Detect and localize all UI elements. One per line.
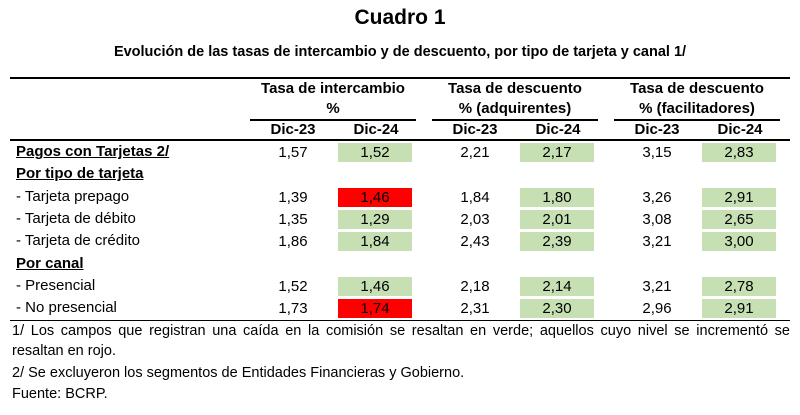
group-header-line2: % (facilitadores) bbox=[639, 100, 755, 117]
section-label: Por tipo de tarjeta bbox=[16, 165, 144, 182]
group-header-line2: % (adquirentes) bbox=[458, 100, 572, 117]
col-header-facilitadores-dic24: Dic-24 bbox=[717, 121, 763, 138]
table-cell: 2,21 bbox=[460, 144, 490, 161]
group-header-line2: % bbox=[326, 100, 340, 117]
table-cell: 3,08 bbox=[642, 211, 672, 228]
table-cell: 2,39 bbox=[520, 232, 594, 251]
table-cell: 1,35 bbox=[278, 211, 308, 228]
table-cell: 1,86 bbox=[278, 233, 308, 250]
group-header-adquirentes: Tasa de descuento % (adquirentes) bbox=[432, 79, 598, 119]
group-underline bbox=[614, 119, 780, 121]
table-cell: 1,84 bbox=[338, 232, 412, 251]
group-header-line1: Tasa de descuento bbox=[630, 80, 764, 97]
table-cell: 3,21 bbox=[642, 233, 672, 250]
col-header-adquirentes-dic24: Dic-24 bbox=[535, 121, 581, 138]
col-header-facilitadores-dic23: Dic-23 bbox=[634, 121, 680, 138]
table-cell: 2,30 bbox=[520, 299, 594, 318]
footnote-2: 2/ Se excluyeron los segmentos de Entida… bbox=[12, 365, 465, 381]
table-cell: 2,96 bbox=[642, 300, 672, 317]
table-cell: 2,01 bbox=[520, 210, 594, 229]
table-cell: 1,46 bbox=[338, 277, 412, 296]
table-cell: 2,91 bbox=[702, 188, 776, 207]
group-header-line1: Tasa de intercambio bbox=[261, 80, 405, 97]
table-cell: 2,91 bbox=[702, 299, 776, 318]
table-cell: 1,29 bbox=[338, 210, 412, 229]
table-cell: 2,18 bbox=[460, 278, 490, 295]
row-label: - Tarjeta de crédito bbox=[16, 232, 140, 249]
table-cell: 1,80 bbox=[520, 188, 594, 207]
group-header-intercambio: Tasa de intercambio % bbox=[250, 79, 416, 119]
table-cell: 1,46 bbox=[338, 188, 412, 207]
table-cell: 2,78 bbox=[702, 277, 776, 296]
section-label: Pagos con Tarjetas 2/ bbox=[16, 143, 170, 160]
table-bottom-rule bbox=[10, 320, 790, 321]
table-cell: 2,65 bbox=[702, 210, 776, 229]
row-label: - Presencial bbox=[16, 277, 96, 294]
table-cell: 1,73 bbox=[278, 300, 308, 317]
table-cell: 1,39 bbox=[278, 189, 308, 206]
footnote-source: Fuente: BCRP. bbox=[12, 386, 108, 402]
col-header-intercambio-dic23: Dic-23 bbox=[270, 121, 316, 138]
section-label: Por canal bbox=[16, 255, 84, 272]
table-cell: 2,03 bbox=[460, 211, 490, 228]
group-underline bbox=[250, 119, 416, 121]
table-cell: 1,84 bbox=[460, 189, 490, 206]
table-cell: 1,74 bbox=[338, 299, 412, 318]
col-header-adquirentes-dic23: Dic-23 bbox=[452, 121, 498, 138]
table-subtitle: Evolución de las tasas de intercambio y … bbox=[113, 44, 687, 60]
table-cell: 2,31 bbox=[460, 300, 490, 317]
table-top-rule bbox=[10, 77, 790, 79]
table-title: Cuadro 1 bbox=[354, 6, 446, 29]
group-header-facilitadores: Tasa de descuento % (facilitadores) bbox=[614, 79, 780, 119]
row-label: - No presencial bbox=[16, 299, 117, 316]
table-cell: 3,00 bbox=[702, 232, 776, 251]
footnote-1: 1/ Los campos que registran una caída en… bbox=[12, 323, 790, 359]
header-bottom-rule bbox=[10, 139, 790, 141]
table-cell: 2,83 bbox=[702, 143, 776, 162]
row-label: - Tarjeta de débito bbox=[16, 210, 136, 227]
group-header-line1: Tasa de descuento bbox=[448, 80, 582, 97]
table-cell: 2,14 bbox=[520, 277, 594, 296]
table-cell: 1,52 bbox=[338, 143, 412, 162]
table-cell: 3,26 bbox=[642, 189, 672, 206]
col-header-intercambio-dic24: Dic-24 bbox=[353, 121, 399, 138]
table-cell: 1,52 bbox=[278, 278, 308, 295]
table-cell: 3,15 bbox=[642, 144, 672, 161]
table-cell: 2,43 bbox=[460, 233, 490, 250]
table-cell: 1,57 bbox=[278, 144, 308, 161]
group-underline bbox=[432, 119, 598, 121]
table-cell: 3,21 bbox=[642, 278, 672, 295]
row-label: - Tarjeta prepago bbox=[16, 188, 130, 205]
table-cell: 2,17 bbox=[520, 143, 594, 162]
